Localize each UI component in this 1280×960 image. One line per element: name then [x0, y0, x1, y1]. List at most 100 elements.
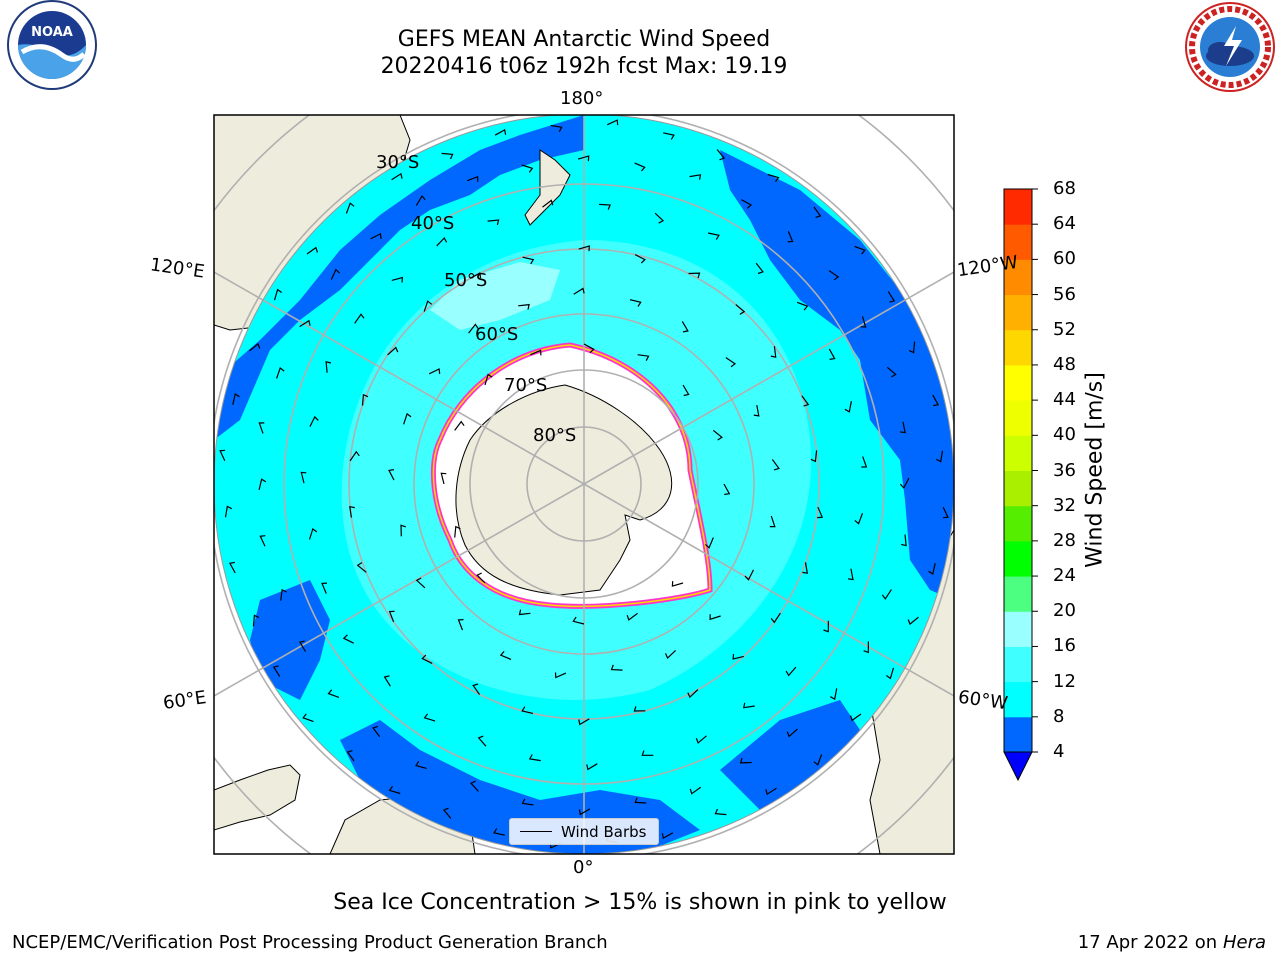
wind-barb — [423, 713, 436, 722]
wind-barb — [755, 262, 764, 275]
wind-barb — [454, 420, 465, 431]
wind-barb — [280, 588, 287, 601]
wind-barb — [796, 301, 809, 311]
wind-barb — [881, 589, 892, 600]
wind-barb — [641, 750, 654, 756]
wind-barb — [732, 654, 744, 660]
wind-barb — [442, 807, 452, 819]
wind-barb — [785, 666, 797, 677]
wind-barb — [714, 808, 727, 816]
wind-barb — [388, 610, 395, 623]
wind-barb — [936, 450, 944, 463]
wind-barb — [716, 149, 726, 161]
wind-barb — [817, 506, 824, 519]
wind-barb — [528, 754, 541, 762]
madagascar-land — [214, 764, 301, 831]
wind-barb — [705, 537, 714, 549]
wind-barb — [861, 456, 868, 468]
legend-label: Wind Barbs — [561, 823, 647, 841]
wind-barb — [578, 718, 590, 726]
colorbar-segment — [1004, 259, 1032, 296]
colorbar-tick-label: 12 — [1053, 670, 1076, 692]
wind-barb — [709, 614, 721, 621]
wind-barb — [518, 303, 530, 310]
wind-barb — [695, 735, 707, 744]
wind-barb — [441, 152, 454, 160]
wind-barb — [469, 272, 482, 279]
wind-barb — [860, 316, 867, 328]
wind-barb — [578, 245, 590, 252]
wind-barb — [687, 689, 699, 699]
map-subtitle: 20220416 t06z 192h fcst Max: 19.19 — [380, 54, 788, 79]
wind-barb — [454, 525, 461, 538]
wind-barb — [900, 421, 906, 434]
colorbar-tick-label: 36 — [1053, 459, 1076, 481]
footer-date: 17 Apr 2022 on Hera — [1078, 932, 1266, 953]
colorbar-tick-label: 68 — [1053, 178, 1076, 199]
wind-barb — [273, 288, 282, 301]
wind-barb — [249, 342, 261, 352]
colorbar-segment — [1004, 646, 1032, 683]
colorbar-tick-label: 20 — [1053, 600, 1076, 622]
colorbar-segment — [1004, 435, 1032, 471]
footer-date-text: 17 Apr 2022 on — [1077, 932, 1223, 953]
wind-barb — [421, 654, 433, 664]
wind-barb — [370, 232, 382, 240]
wind-barb — [372, 725, 381, 738]
wind-barb — [863, 641, 869, 654]
wind-barb — [735, 304, 746, 315]
wind-barb — [521, 164, 534, 173]
wind-barb — [689, 174, 702, 180]
wind-barb — [308, 528, 318, 540]
wind-barb — [494, 128, 507, 136]
wind-barb — [306, 246, 318, 255]
colorbar-segment — [1004, 716, 1032, 753]
wind-barb — [769, 515, 776, 528]
wind-barb — [258, 422, 265, 434]
wind-barb — [415, 761, 427, 769]
wind-barb — [252, 614, 260, 627]
graticule — [214, 115, 954, 854]
wind-barb — [542, 199, 554, 208]
wind-barb — [387, 346, 399, 356]
wind-barb — [633, 706, 646, 712]
wind-barb — [356, 562, 367, 573]
wind-barb — [712, 429, 723, 441]
wind-barb — [744, 569, 755, 581]
colorbar-segment — [1004, 470, 1032, 507]
wind-barb — [298, 640, 307, 652]
wind-barb — [823, 620, 829, 633]
wind-barb — [321, 582, 328, 594]
wind-barb — [349, 505, 355, 518]
wind-barb — [578, 808, 591, 816]
wind-barb — [844, 400, 852, 413]
wind-barb — [309, 415, 319, 427]
wind-barb — [259, 535, 266, 547]
wind-barb — [349, 450, 360, 462]
wind-barb — [770, 346, 777, 358]
wind-barb — [403, 412, 412, 425]
map-legend: Wind Barbs — [509, 818, 659, 845]
wind-barb — [637, 354, 650, 361]
wind-barb — [707, 232, 720, 240]
wind-barb-legend-line — [520, 831, 552, 832]
wind-barb — [361, 393, 369, 406]
wind-barb — [771, 459, 780, 471]
colorbar-tick-label: 40 — [1053, 424, 1076, 446]
svg-text:NOAA: NOAA — [31, 25, 73, 40]
colorbar-segment — [1004, 400, 1032, 436]
wind-barb — [346, 750, 355, 762]
colorbar-segment — [1004, 329, 1032, 366]
wind-barb — [476, 572, 486, 584]
wind-barb — [522, 256, 535, 265]
lon-label-180: 180° — [560, 88, 604, 109]
colorbar-tick-label: 16 — [1053, 635, 1076, 657]
wind-barb — [664, 649, 677, 660]
wind-barb — [901, 534, 907, 547]
wind-field-16-20 — [430, 262, 560, 330]
colorbar-segment — [1004, 576, 1032, 612]
wind-barb — [907, 616, 919, 626]
wind-barb — [415, 577, 426, 589]
wind-barb — [586, 763, 598, 771]
wind-barb — [654, 212, 665, 224]
